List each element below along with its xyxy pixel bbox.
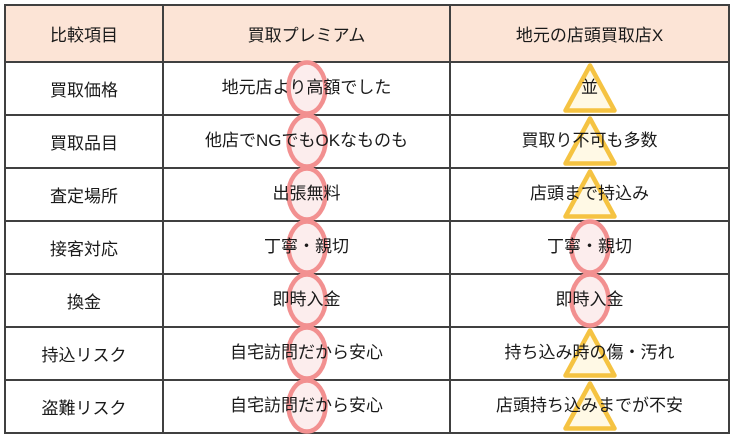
- premium-cell: 自宅訪問だから安心: [162, 325, 451, 382]
- header-row: 比較項目 買取プレミアム 地元の店頭買取店X: [4, 4, 730, 63]
- cell-text: 並: [581, 78, 598, 98]
- cell-text: 地元店より高額でした: [221, 78, 392, 98]
- row-label: 買取品目: [4, 114, 164, 169]
- premium-cell: 即時入金: [162, 272, 451, 329]
- table-row: 持込リスク 自宅訪問だから安心 持ち込み時の傷・汚れ: [4, 325, 730, 382]
- row-label: 接客対応: [4, 220, 164, 275]
- local-cell: 即時入金: [449, 272, 730, 329]
- cell-text: 他店でNGでもOKなものも: [204, 131, 409, 151]
- premium-cell: 自宅訪問だから安心: [162, 378, 451, 435]
- row-label: 換金: [4, 273, 164, 328]
- cell-text: 買取り不可も多数: [521, 131, 658, 151]
- row-label: 査定場所: [4, 167, 164, 222]
- cell-text: 店頭まで持込み: [530, 184, 649, 204]
- header-kaitori-premium: 買取プレミアム: [162, 4, 451, 63]
- cell-text: 即時入金: [272, 290, 341, 310]
- comparison-table: 比較項目 買取プレミアム 地元の店頭買取店X 買取価格 地元店より高額でした 並…: [4, 4, 730, 435]
- cell-text: 自宅訪問だから安心: [230, 343, 383, 363]
- local-cell: 買取り不可も多数: [449, 114, 730, 169]
- cell-text: 店頭持ち込みまでが不安: [496, 396, 683, 416]
- premium-cell: 出張無料: [162, 166, 451, 223]
- cell-text: 丁寧・親切: [547, 237, 632, 257]
- cell-text: 即時入金: [555, 290, 624, 310]
- header-local-shop-x: 地元の店頭買取店X: [449, 4, 730, 63]
- table-row: 盗難リスク 自宅訪問だから安心 店頭持ち込みまでが不安: [4, 378, 730, 435]
- table-row: 買取品目 他店でNGでもOKなものも 買取り不可も多数: [4, 113, 730, 170]
- header-comparison-item: 比較項目: [4, 4, 164, 63]
- premium-cell: 丁寧・親切: [162, 219, 451, 276]
- table-row: 査定場所 出張無料 店頭まで持込み: [4, 166, 730, 223]
- table-row: 買取価格 地元店より高額でした 並: [4, 60, 730, 117]
- table-row: 換金 即時入金 即時入金: [4, 272, 730, 329]
- local-cell: 店頭まで持込み: [449, 167, 730, 222]
- local-cell: 持ち込み時の傷・汚れ: [449, 326, 730, 381]
- local-cell: 並: [449, 61, 730, 116]
- local-cell: 店頭持ち込みまでが不安: [449, 379, 730, 434]
- cell-text: 出張無料: [272, 184, 341, 204]
- cell-text: 丁寧・親切: [264, 237, 349, 257]
- row-label: 持込リスク: [4, 326, 164, 381]
- cell-text: 持ち込み時の傷・汚れ: [504, 343, 675, 363]
- premium-cell: 地元店より高額でした: [162, 60, 451, 117]
- row-label: 買取価格: [4, 61, 164, 116]
- premium-cell: 他店でNGでもOKなものも: [162, 113, 451, 170]
- local-cell: 丁寧・親切: [449, 219, 730, 276]
- row-label: 盗難リスク: [4, 379, 164, 434]
- table-row: 接客対応 丁寧・親切 丁寧・親切: [4, 219, 730, 276]
- cell-text: 自宅訪問だから安心: [230, 396, 383, 416]
